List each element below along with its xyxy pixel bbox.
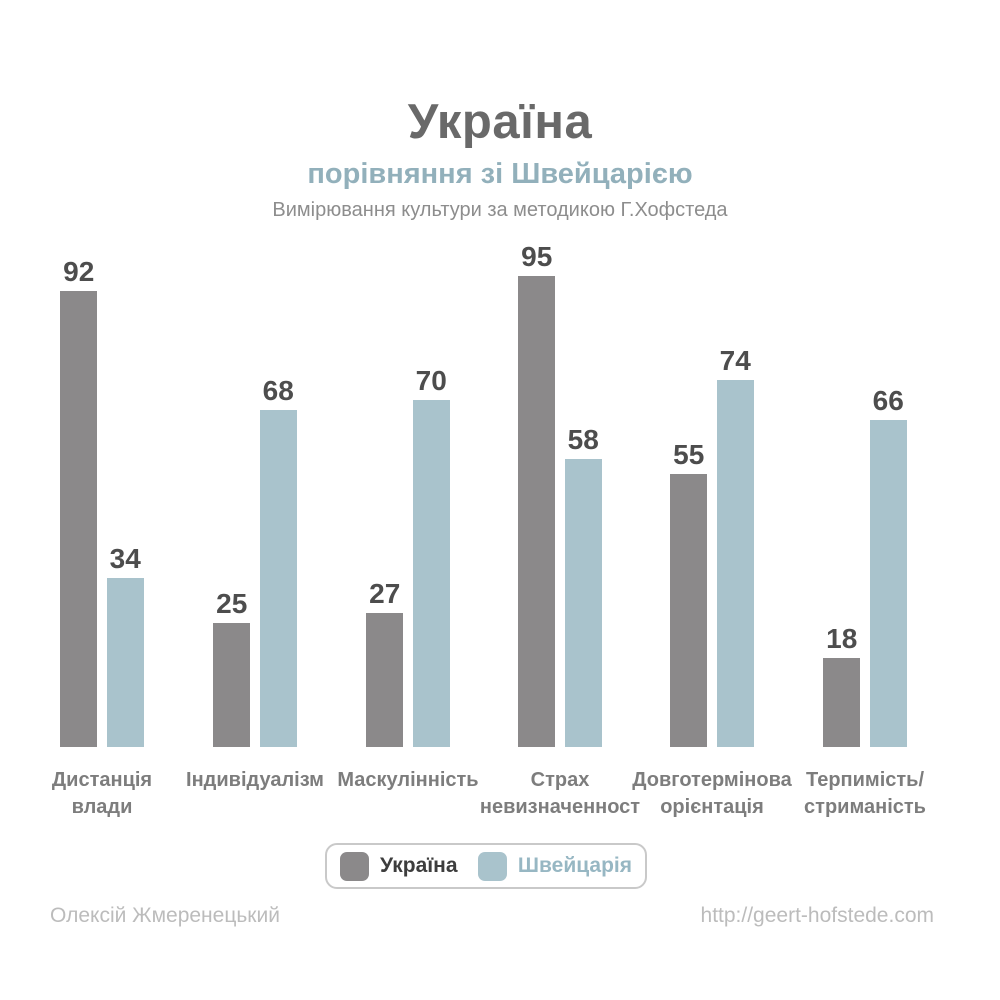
bar-switzerland-1 [259,410,297,747]
value-label: 95 [521,241,553,272]
value-label: 66 [872,385,904,416]
value-label: 58 [567,424,599,455]
source-url: http://geert-hofstede.com [700,904,934,927]
bar-switzerland-3 [564,459,602,747]
bar-ukraine-1 [213,623,251,747]
legend-item-ukraine: Україна [340,851,458,881]
value-label: 70 [415,365,447,396]
bar-switzerland-5 [869,420,907,747]
value-label: 55 [673,439,705,470]
author-credit: Олексій Жмеренецький [50,904,280,927]
bar-switzerland-4 [716,380,754,747]
value-label: 27 [369,578,401,609]
value-label: 34 [109,543,141,574]
bar-ukraine-2 [366,613,404,747]
value-label: 18 [826,623,858,654]
category-label: Страх невизначенност [479,769,641,818]
legend-item-switzerland: Швейцарія [477,851,632,881]
category-label: Дистанція влади [51,769,153,818]
category-label: Маскулінність [337,769,479,791]
category-label: Довготермінова орієнтація [632,769,792,818]
category-label: Індивідуалізм [186,769,324,791]
ukraine-swatch [340,851,369,881]
chart-legend: Україна Швейцарія [325,843,647,889]
legend-label-switzerland: Швейцарія [517,854,632,877]
value-label: 92 [63,256,95,287]
method-line: Вимірювання культури за методикою Г.Хофс… [272,199,728,221]
bar-ukraine-3 [518,276,556,747]
bar-switzerland-0 [106,578,144,747]
bar-ukraine-0 [60,291,98,747]
bar-ukraine-4 [670,474,708,747]
value-label: 25 [216,588,248,619]
switzerland-swatch [477,851,507,881]
legend-label-ukraine: Україна [380,854,458,877]
value-label: 68 [262,375,294,406]
category-label: Терпимість/стриманість [804,769,926,818]
page-subtitle: порівняння зі Швейцарією [307,158,693,190]
page-title: Україна [407,95,593,149]
bar-ukraine-5 [823,658,861,747]
value-label: 74 [719,345,751,376]
bar-switzerland-2 [412,400,450,747]
